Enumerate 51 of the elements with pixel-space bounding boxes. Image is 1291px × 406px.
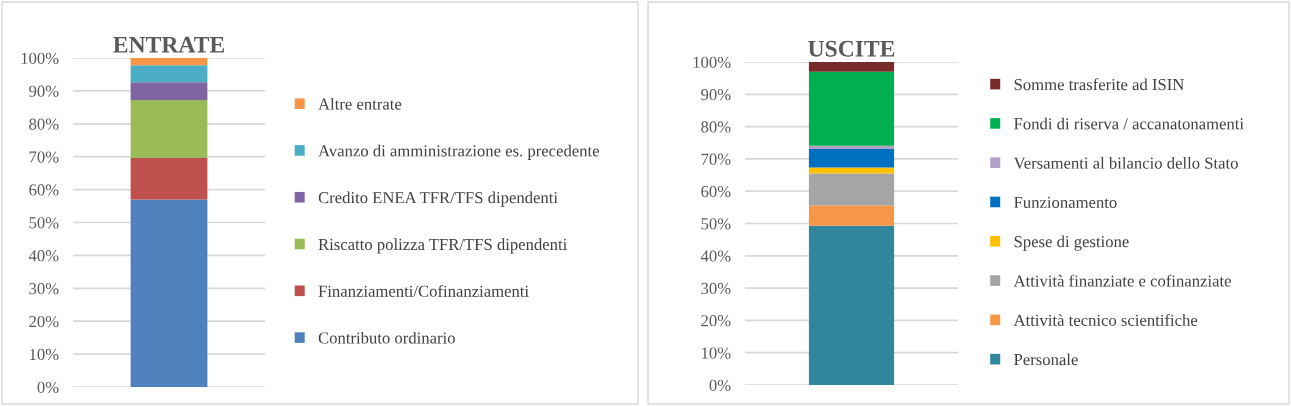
legend-label: Personale	[1014, 353, 1078, 366]
y-tick-label: 10%	[702, 347, 731, 359]
legend-label: Riscatto polizza TFR/TFS dipendenti	[318, 238, 567, 254]
bar	[808, 205, 895, 226]
legend-label: Avanzo di amministrazione es. precedente	[318, 144, 599, 160]
y-tick-label: 80%	[701, 121, 731, 133]
legend-label: Altre entrate	[318, 97, 402, 110]
y-tick-label: 30%	[29, 283, 59, 295]
legend-label: Finanziamenti/Cofinanziamenti	[318, 284, 529, 297]
y-tick-label: 60%	[701, 185, 731, 198]
y-tick-label: 70%	[701, 153, 731, 165]
bar	[130, 82, 208, 101]
legend-label: Fondi di riserva / accanatonamenti	[1014, 117, 1244, 130]
y-tick-label: 20%	[29, 315, 59, 328]
legend-label: Credito ENEA TFR/TFS dipendenti	[318, 191, 558, 207]
y-tick-label: 0%	[37, 381, 59, 393]
legend-label: Spese di gestione	[1014, 235, 1129, 251]
bar	[130, 158, 208, 200]
bar	[808, 148, 895, 168]
y-tick-label: 50%	[701, 218, 731, 230]
y-tick-label: 90%	[29, 85, 59, 97]
legend-label: Funzionamento	[1014, 196, 1117, 209]
y-tick-label: 40%	[28, 250, 59, 262]
y-tick-label: 0%	[709, 379, 731, 391]
bar	[130, 199, 208, 387]
legend-label: Versamenti al bilancio dello Stato	[1013, 157, 1238, 169]
y-tick-label: 20%	[701, 315, 731, 327]
bar	[808, 71, 895, 146]
y-tick-label: 70%	[29, 151, 59, 163]
y-tick-label: 80%	[29, 118, 59, 130]
legend-label: Contributo ordinario	[318, 331, 455, 344]
y-tick-label: 60%	[29, 184, 59, 196]
bar	[130, 58, 208, 66]
bar	[808, 145, 895, 149]
bar	[808, 62, 895, 72]
y-tick-label: 10%	[30, 348, 59, 361]
y-tick-label: 50%	[29, 217, 59, 229]
chart-title: USCITE	[808, 40, 895, 57]
legend-label: Somme trasferite ad ISIN	[1014, 78, 1184, 91]
y-tick-label: 100%	[21, 52, 59, 64]
y-tick-label: 30%	[701, 282, 731, 295]
y-tick-label: 40%	[700, 250, 731, 262]
bar	[130, 100, 208, 159]
chart-title: ENTRATE	[113, 36, 224, 53]
bar	[808, 225, 895, 385]
bar	[808, 173, 895, 206]
legend-label: Attività tecnico scientifiche	[1013, 314, 1198, 326]
y-tick-label: 90%	[701, 89, 731, 101]
legend-label: Attività finanziate e cofinanziate	[1013, 274, 1231, 287]
y-tick-label: 100%	[693, 56, 731, 68]
bar	[130, 65, 208, 83]
